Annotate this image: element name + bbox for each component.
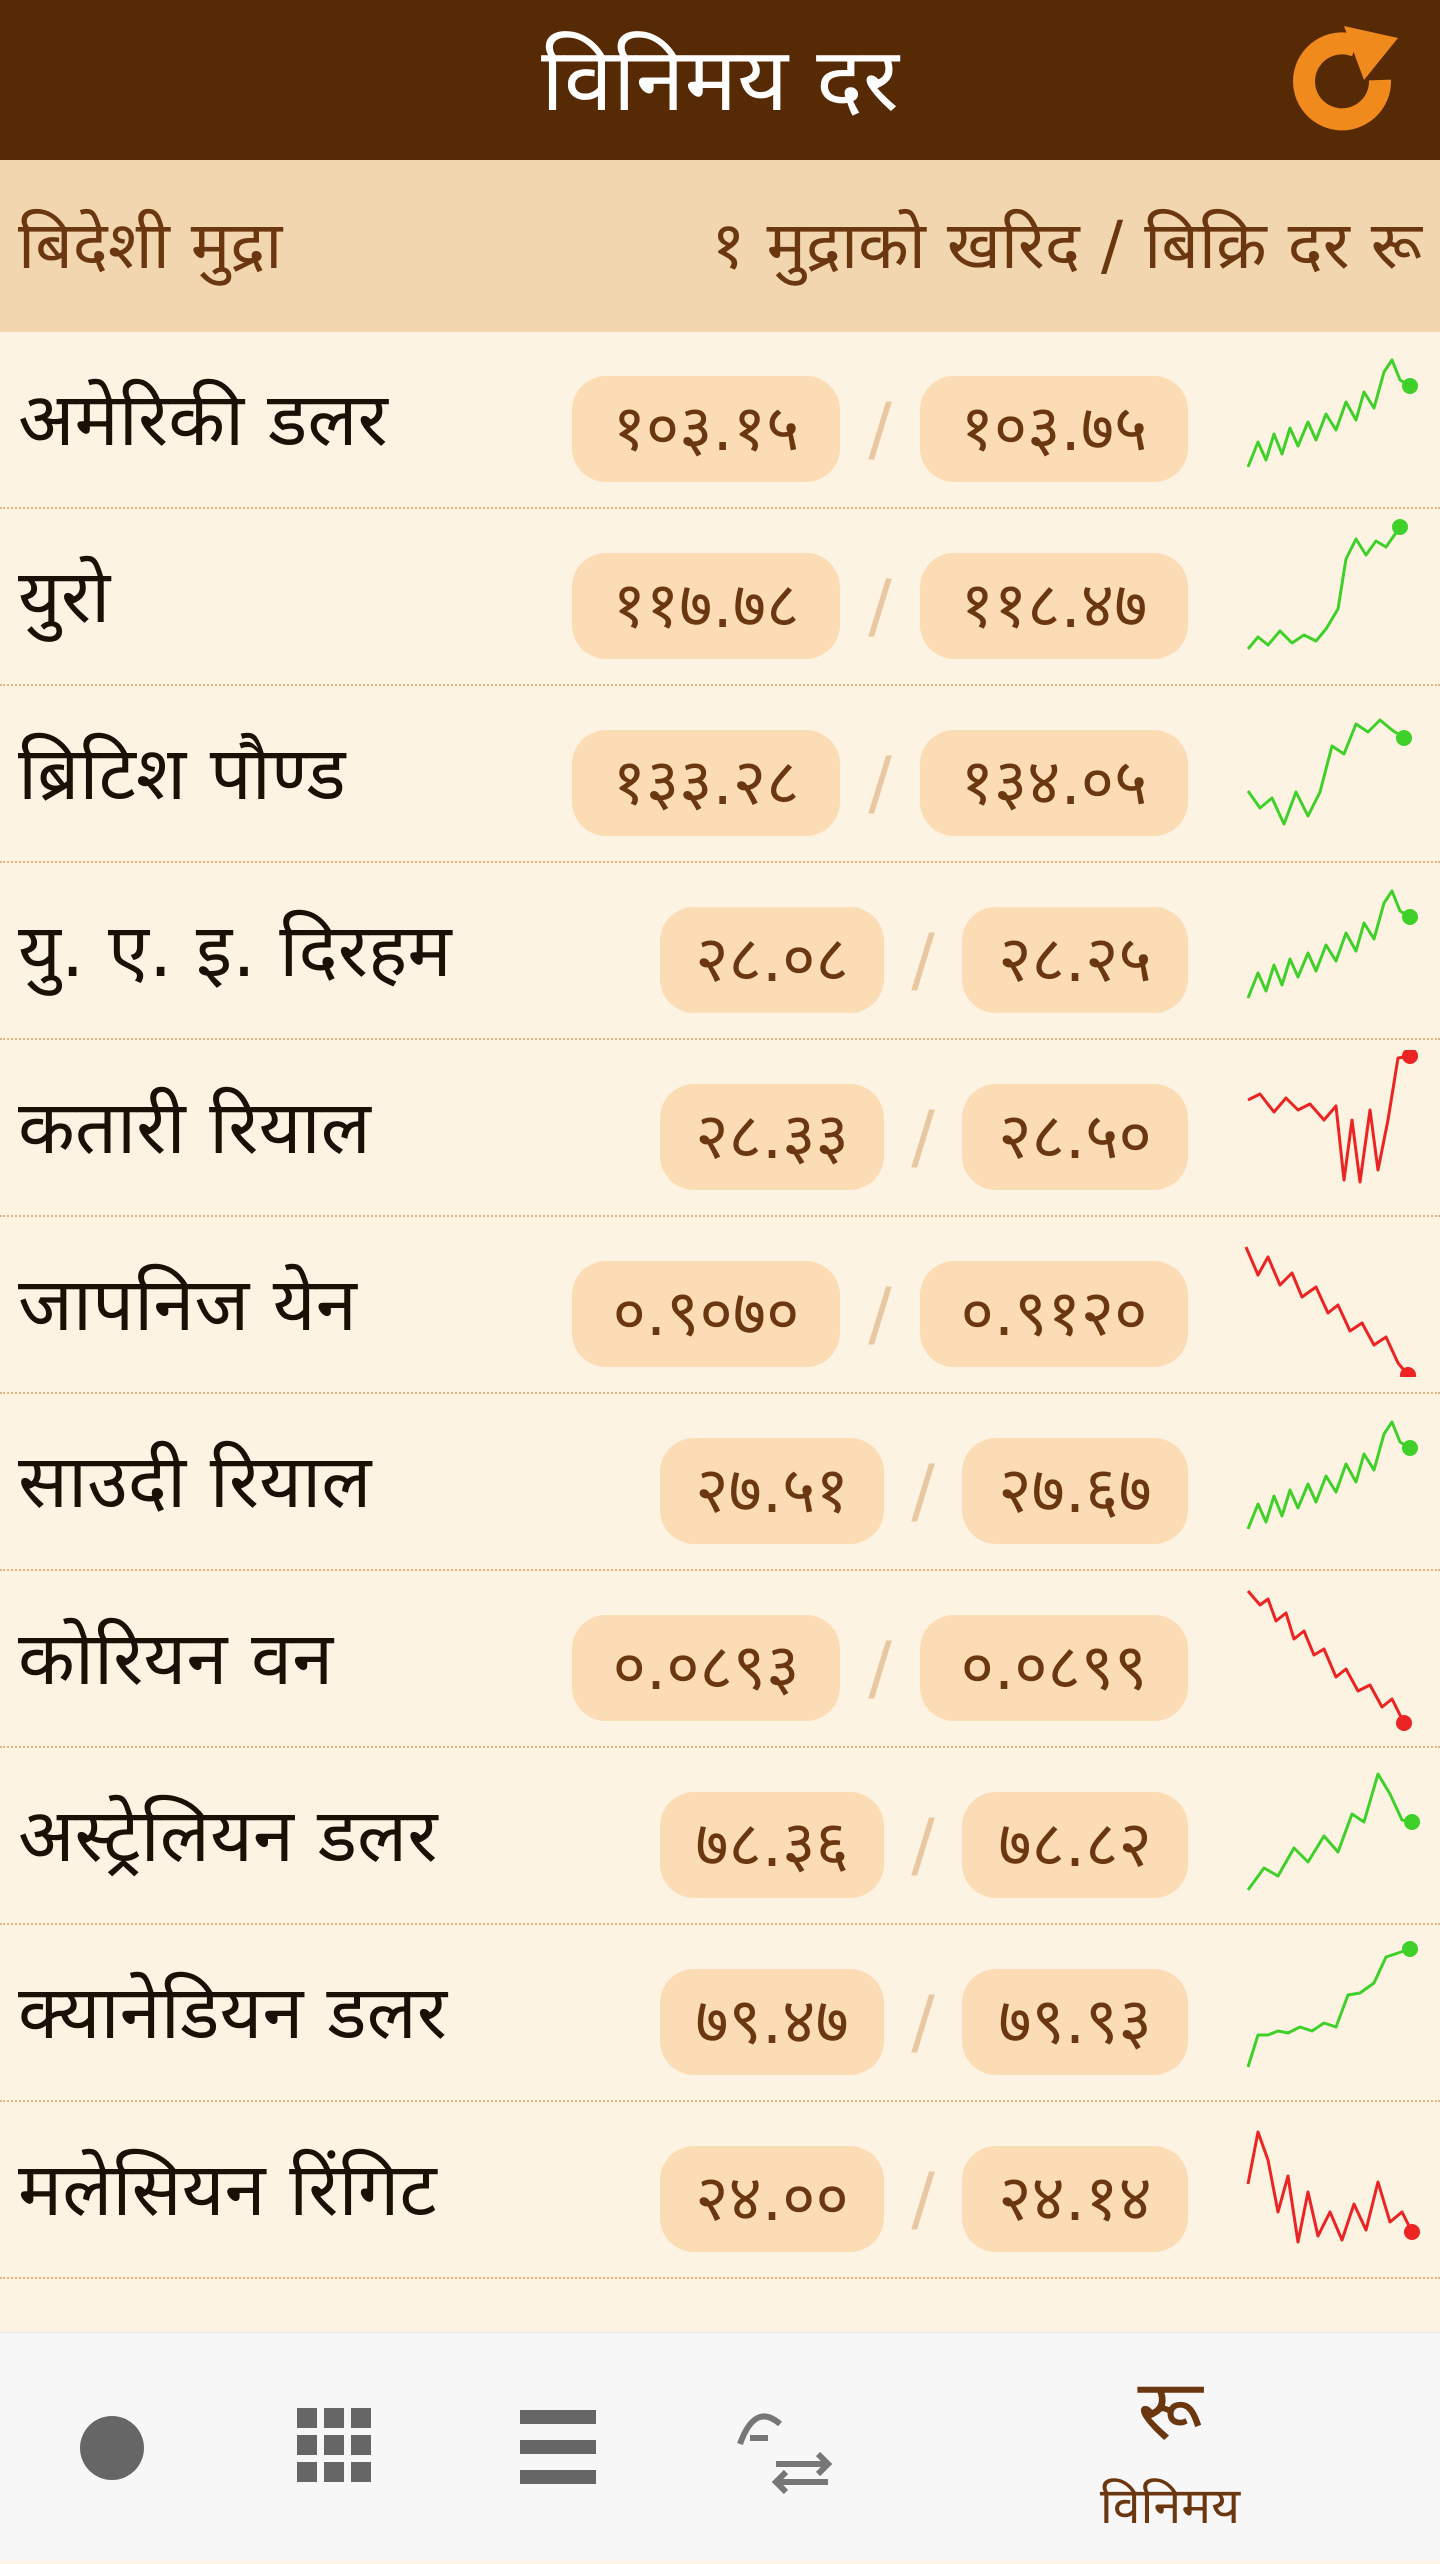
trend-sparkline-icon [1246,1420,1418,1530]
buy-rate: ०.०८९३ [572,1615,840,1721]
grid-icon [297,2408,371,2482]
rate-row[interactable]: अमेरिकी डलर १०३.१५ / १०३.७५ [0,332,1440,509]
rate-row[interactable]: मलेसियन रिंगिट २४.०० / २४.१४ [0,2102,1440,2279]
rate-separator: / [868,1273,892,1355]
sell-rate: २८.५० [962,1084,1188,1190]
page-title: विनिमय दर [541,28,899,131]
rate-row[interactable]: जापनिज येन ०.९०७० / ०.९१२० [0,1217,1440,1394]
trend-sparkline-icon [1246,889,1418,999]
rate-list[interactable]: अमेरिकी डलर १०३.१५ / १०३.७५ युरो ११७.७८ / ११८.४… [0,332,1440,2332]
rate-row[interactable]: कतारी रियाल २८.३३ / २८.५० [0,1040,1440,1217]
trend-sparkline-icon [1247,1050,1418,1184]
zodiac-convert-icon [737,2413,833,2495]
buy-rate: ११७.७८ [572,553,840,659]
sell-rate: २४.१४ [962,2146,1188,2252]
buy-rate: १०३.१५ [572,376,840,482]
rate-separator: / [911,2158,935,2240]
rate-separator: / [911,1981,935,2063]
currency-name: मलेसियन रिंगिट [18,2147,437,2233]
rate-row[interactable]: ब्रिटिश पौण्ड १३३.२८ / १३४.०५ [0,686,1440,863]
buy-rate: २८.०८ [660,907,884,1013]
rate-row[interactable]: अस्ट्रेलियन डलर ७८.३६ / ७८.८२ [0,1748,1440,1925]
trend-sparkline-icon [1244,1246,1416,1377]
currency-name: युरो [18,554,111,640]
sell-rate: ०.९१२० [920,1261,1188,1367]
bottom-navigation [0,2332,1440,2561]
rate-separator: / [868,388,892,470]
rate-separator: / [911,1450,935,1532]
currency-name: क्यानेडियन डलर [18,1970,448,2056]
currency-name: ब्रिटिश पौण्ड [18,731,346,817]
refresh-button[interactable] [1280,18,1410,148]
nav-item-home[interactable] [40,2332,185,2560]
rate-row[interactable]: कोरियन वन ०.०८९३ / ०.०८९९ [0,1571,1440,1748]
rate-separator: / [911,1804,935,1886]
sell-rate: २७.६७ [962,1438,1188,1544]
nav-item-list[interactable] [486,2332,631,2560]
rate-separator: / [911,1096,935,1178]
nav-item-exchange-label[interactable]: विनिमय [1099,2477,1241,2535]
trend-sparkline-icon [1246,2130,1420,2244]
column-header-currency: बिदेशी मुद्रा [18,207,283,284]
buy-rate: २७.५१ [660,1438,884,1544]
trend-sparkline-icon [1246,1590,1412,1731]
rupee-icon: रू [1137,2361,1203,2459]
circle-icon [80,2416,144,2480]
column-header: बिदेशी मुद्रा १ मुद्राको खरिद / बिक्रि द… [0,160,1440,332]
sell-rate: ०.०८९९ [920,1615,1188,1721]
currency-name: जापनिज येन [18,1262,357,1348]
sell-rate: ७८.८२ [962,1792,1188,1898]
buy-rate: ०.९०७० [572,1261,840,1367]
currency-name: अस्ट्रेलियन डलर [18,1793,438,1879]
buy-rate: ७८.३६ [660,1792,884,1898]
sell-rate: २८.२५ [962,907,1188,1013]
refresh-icon [1293,26,1398,131]
currency-name: अमेरिकी डलर [18,377,388,463]
trend-sparkline-icon [1246,1941,1418,2068]
list-icon [520,2410,596,2484]
rate-separator: / [868,742,892,824]
rate-row[interactable]: युरो ११७.७८ / ११८.४७ [0,509,1440,686]
rate-separator: / [868,1627,892,1709]
trend-sparkline-icon [1246,1772,1420,1891]
rate-row[interactable]: यु. ए. इ. दिरहम २८.०८ / २८.२५ [0,863,1440,1040]
buy-rate: ७९.४७ [660,1969,884,2075]
currency-name: कोरियन वन [18,1616,334,1702]
sell-rate: १३४.०५ [920,730,1188,836]
currency-name: कतारी रियाल [18,1085,371,1171]
rate-row[interactable]: क्यानेडियन डलर ७९.४७ / ७९.९३ [0,1925,1440,2102]
sell-rate: ७९.९३ [962,1969,1188,2075]
currency-name: यु. ए. इ. दिरहम [18,908,452,994]
buy-rate: १३३.२८ [572,730,840,836]
sell-rate: ११८.४७ [920,553,1188,659]
sell-rate: १०३.७५ [920,376,1188,482]
rate-separator: / [868,565,892,647]
currency-name: साउदी रियाल [18,1439,372,1525]
rate-row[interactable]: साउदी रियाल २७.५१ / २७.६७ [0,1394,1440,1571]
trend-sparkline-icon [1246,519,1408,650]
buy-rate: २४.०० [660,2146,884,2252]
trend-sparkline-icon [1246,718,1412,826]
buy-rate: २८.३३ [660,1084,884,1190]
nav-item-zodiac-convert[interactable] [710,2332,855,2560]
rate-separator: / [911,919,935,1001]
trend-sparkline-icon [1246,358,1418,468]
app-bar [0,0,1440,160]
nav-item-grid[interactable] [262,2332,407,2560]
column-header-rates: १ मुद्राको खरिद / बिक्रि दर रू [711,207,1422,284]
